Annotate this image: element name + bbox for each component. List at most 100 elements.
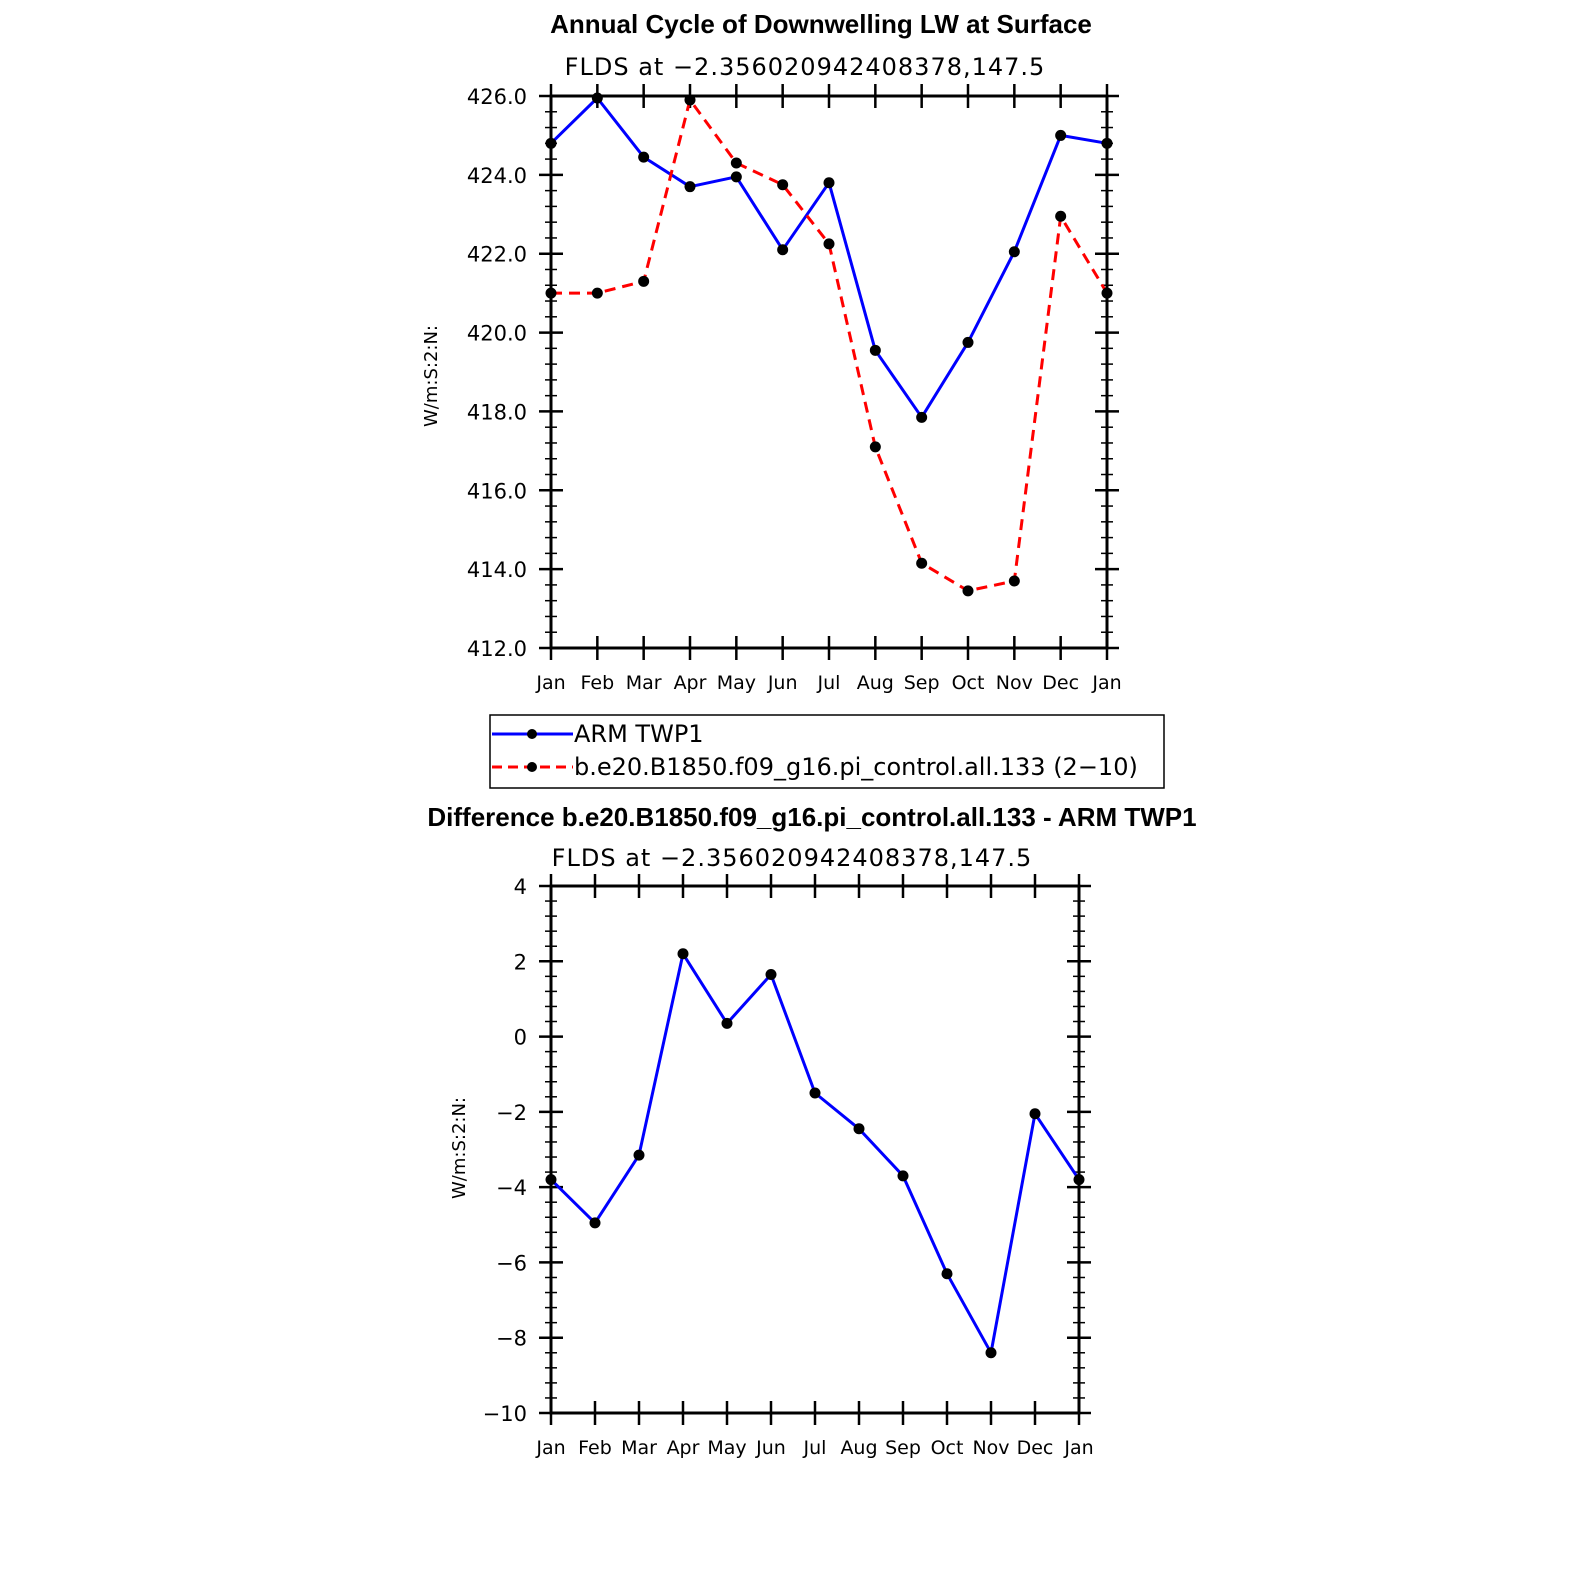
x-tick-label: Jun [767, 672, 798, 694]
y-tick-label: 412.0 [467, 637, 527, 661]
data-point [1101, 287, 1113, 299]
y-tick-label: −10 [483, 1402, 527, 1426]
legend-marker-arm [527, 729, 537, 739]
y-tick-label: 426.0 [467, 85, 527, 109]
data-point [823, 177, 835, 189]
data-point [677, 948, 689, 960]
x-tick-label: Oct [931, 1437, 964, 1459]
y-tick-label: 2 [514, 950, 527, 974]
y-axis-label-group: W/m:S:2:N: [449, 1097, 470, 1199]
data-point [809, 1087, 821, 1099]
x-tick-label: Oct [952, 672, 985, 694]
y-tick-label: 424.0 [467, 164, 527, 188]
chart-title: Difference b.e20.B1850.f09_g16.pi_contro… [427, 802, 1196, 832]
data-point [869, 441, 881, 453]
y-tick-label: 414.0 [467, 558, 527, 582]
x-tick-label: Sep [904, 672, 940, 694]
y-tick-label: −4 [496, 1176, 527, 1200]
annual-cycle-panel: Annual Cycle of Downwelling LW at Surfac… [421, 9, 1165, 789]
data-point [1073, 1174, 1085, 1186]
x-tick-label: Mar [626, 672, 662, 694]
x-tick-label: Jan [535, 672, 565, 694]
data-point [916, 557, 928, 569]
data-point [897, 1170, 909, 1182]
data-point [941, 1268, 953, 1280]
legend: ARM TWP1 b.e20.B1850.f09_g16.pi_control.… [489, 714, 1165, 789]
y-tick-label: −8 [496, 1327, 527, 1351]
x-tick-label: May [707, 1437, 746, 1459]
data-point [684, 181, 696, 193]
x-tick-label: Jan [1091, 672, 1121, 694]
data-point [545, 1174, 557, 1186]
x-tick-label: Aug [857, 672, 894, 694]
legend-marker-model [527, 762, 537, 772]
data-point [962, 585, 974, 597]
series-line-0 [549, 952, 1081, 1355]
y-tick-label: 420.0 [467, 322, 527, 346]
data-point [962, 336, 974, 348]
x-tick-label: Apr [674, 672, 707, 694]
data-point [1008, 246, 1020, 258]
data-point [985, 1347, 997, 1359]
axis-ticks [539, 874, 1091, 1425]
chart-subtitle: FLDS at −2.356020942408378,147.5 [552, 844, 1033, 872]
data-point [638, 275, 650, 287]
axis-ticks [539, 84, 1119, 660]
series-group [545, 948, 1085, 1359]
y-tick-label: 0 [514, 1026, 527, 1050]
x-tick-label: Jul [817, 672, 841, 694]
y-axis-label: W/m:S:2:N: [449, 1097, 470, 1199]
data-point [916, 411, 928, 423]
data-point [589, 1217, 601, 1229]
x-tick-label: May [717, 672, 756, 694]
series-line-0 [549, 96, 1108, 419]
data-point [1055, 129, 1067, 141]
data-point [777, 179, 789, 191]
data-point [721, 1017, 733, 1029]
data-point [591, 92, 603, 104]
data-point [853, 1123, 865, 1135]
data-point [633, 1149, 645, 1161]
y-tick-label: 422.0 [467, 243, 527, 267]
x-tick-label: Jul [803, 1437, 827, 1459]
data-point [1055, 210, 1067, 222]
data-point [730, 171, 742, 183]
x-tick-label: Nov [996, 672, 1033, 694]
y-tick-labels: −10 −8 −6 −4 −2 0 2 4 [483, 875, 527, 1426]
chart-title: Annual Cycle of Downwelling LW at Surfac… [550, 9, 1092, 39]
data-point [591, 287, 603, 299]
x-tick-label: Feb [578, 1437, 612, 1459]
plot-frame [549, 884, 1081, 1415]
series-line-1 [551, 98, 1109, 593]
x-tick-label: Nov [972, 1437, 1009, 1459]
y-tick-label: −2 [496, 1101, 527, 1125]
series-group [545, 92, 1113, 597]
y-tick-label: 418.0 [467, 400, 527, 424]
x-tick-label: Sep [885, 1437, 921, 1459]
data-point [823, 238, 835, 250]
data-point [1029, 1108, 1041, 1120]
x-tick-label: Dec [1017, 1437, 1054, 1459]
y-axis-label-group: W/m:S:2:N: [421, 325, 442, 427]
legend-box [489, 714, 1165, 789]
x-tick-label: Jan [1063, 1437, 1093, 1459]
y-tick-label: 416.0 [467, 479, 527, 503]
x-tick-labels: Jan Feb Mar Apr May Jun Jul Aug Sep Oct Nov Dec Jan [535, 1437, 1093, 1459]
x-tick-label: Dec [1042, 672, 1079, 694]
x-tick-label: Feb [581, 672, 615, 694]
y-tick-label: −6 [496, 1251, 527, 1275]
x-tick-label: Aug [840, 1437, 877, 1459]
legend-label-model: b.e20.B1850.f09_g16.pi_control.all.133 (… [574, 753, 1138, 781]
data-point [777, 244, 789, 256]
data-point [545, 137, 557, 149]
data-point [684, 94, 696, 106]
x-tick-label: Jan [535, 1437, 565, 1459]
data-point [545, 287, 557, 299]
x-tick-label: Jun [755, 1437, 786, 1459]
x-tick-labels: Jan Feb Mar Apr May Jun Jul Aug Sep Oct Nov Dec Jan [535, 672, 1121, 694]
data-point [730, 157, 742, 169]
chart-subtitle: FLDS at −2.356020942408378,147.5 [565, 53, 1046, 81]
data-point [1008, 575, 1020, 587]
difference-panel: Difference b.e20.B1850.f09_g16.pi_contro… [427, 802, 1196, 1459]
